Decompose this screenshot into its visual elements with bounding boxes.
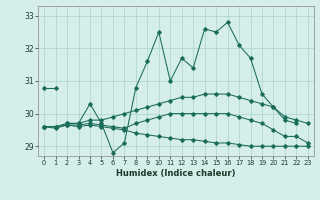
X-axis label: Humidex (Indice chaleur): Humidex (Indice chaleur) xyxy=(116,169,236,178)
